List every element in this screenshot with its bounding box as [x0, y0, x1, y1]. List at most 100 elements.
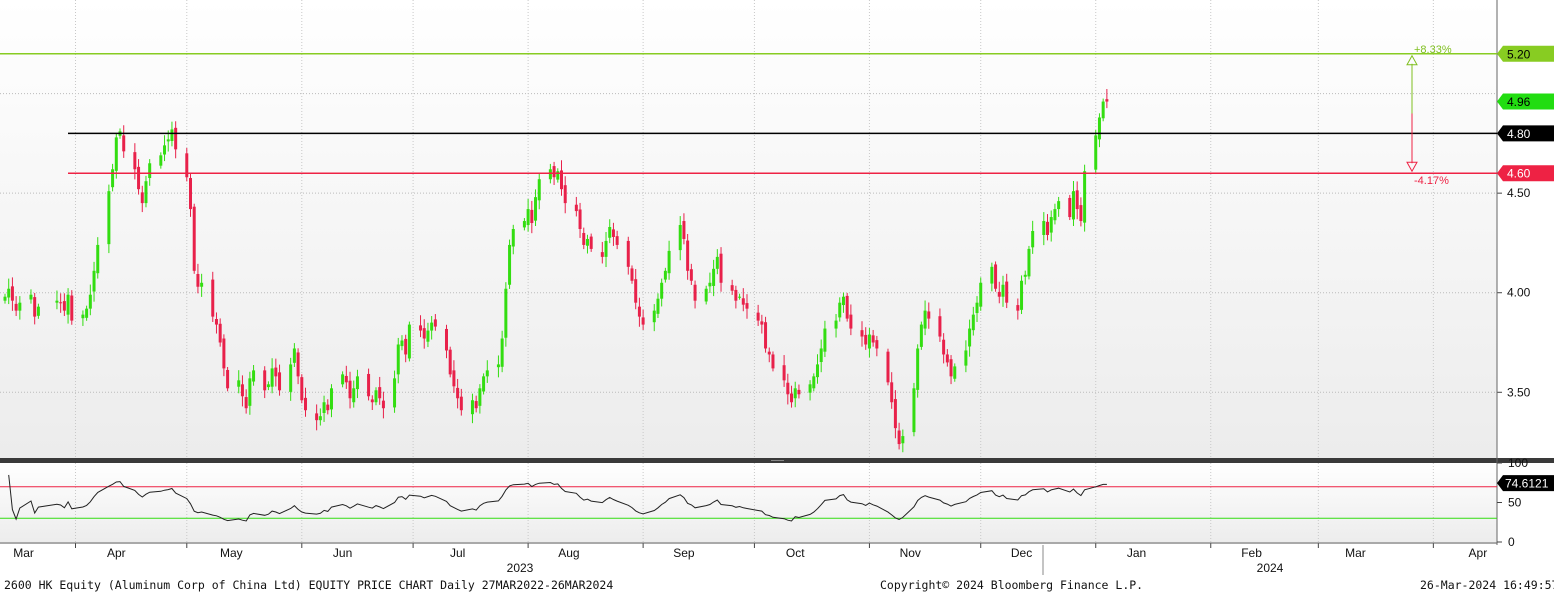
candle: [318, 408, 322, 426]
candle-body: [344, 375, 348, 383]
candle-body: [278, 372, 282, 391]
candle: [114, 133, 118, 179]
candle-body: [270, 368, 274, 387]
candle: [474, 395, 478, 413]
candle-body: [667, 250, 671, 274]
candle-body: [841, 296, 845, 306]
candle: [556, 168, 560, 183]
candle-body: [419, 325, 423, 331]
candle: [522, 218, 526, 231]
candle: [660, 278, 664, 307]
candle: [890, 372, 894, 409]
candle: [1046, 214, 1050, 241]
candle-body: [864, 334, 868, 345]
candle-body: [1031, 230, 1035, 248]
candle: [148, 159, 152, 186]
candle-body: [771, 354, 775, 369]
level-label-5.20: 5.20: [1497, 45, 1554, 62]
candle: [430, 316, 434, 340]
candle: [923, 300, 927, 336]
candle-body: [504, 288, 508, 338]
candle-body: [62, 301, 66, 311]
candle-body: [166, 139, 170, 142]
candle: [574, 196, 578, 217]
candle: [815, 354, 819, 384]
candle-body: [927, 311, 931, 319]
candle-body: [786, 382, 790, 395]
month-tick-label: Nov: [900, 546, 921, 560]
candle: [1075, 181, 1079, 220]
candle: [322, 395, 326, 422]
candle: [864, 327, 868, 350]
candle-body: [537, 179, 541, 201]
candle-body: [1049, 217, 1053, 233]
candle-body: [159, 155, 163, 166]
candle-body: [485, 370, 489, 377]
candle: [812, 373, 816, 392]
candle-body: [192, 206, 196, 271]
candle: [793, 381, 797, 408]
candle-body: [886, 351, 890, 383]
candle-body: [682, 221, 686, 239]
price-panel-background: [0, 0, 1497, 458]
candle: [901, 429, 905, 453]
candle-body: [678, 225, 682, 251]
candle-body: [29, 294, 33, 300]
candle-body: [381, 400, 385, 409]
candle-body: [214, 319, 218, 325]
candle: [500, 330, 504, 373]
candle: [741, 288, 745, 312]
candle-body: [953, 366, 957, 379]
candle-body: [634, 279, 638, 303]
candle: [704, 285, 708, 305]
candle: [663, 267, 667, 283]
candle: [897, 422, 901, 450]
candle: [767, 347, 771, 363]
candle-body: [938, 316, 942, 337]
candle-body: [55, 300, 59, 303]
candle: [33, 292, 37, 325]
candle: [140, 185, 144, 213]
candle: [422, 319, 426, 349]
candle: [945, 349, 949, 367]
candle-body: [218, 323, 222, 343]
candle-body: [563, 185, 567, 204]
candle-body: [511, 229, 515, 247]
candle-body: [712, 268, 716, 286]
candle: [693, 280, 697, 309]
candle-body: [845, 295, 849, 319]
candle-body: [1053, 209, 1057, 221]
candle: [578, 202, 582, 238]
candle-body: [393, 378, 397, 408]
candle: [444, 324, 448, 359]
candle: [1042, 212, 1046, 246]
candle: [378, 376, 382, 405]
candle: [326, 399, 330, 415]
candle-body: [318, 416, 322, 421]
candle: [730, 279, 734, 295]
candle: [252, 365, 256, 386]
candle-body: [745, 303, 749, 309]
price-tick-label: 3.50: [1507, 385, 1531, 399]
candle: [823, 320, 827, 358]
candle-body: [185, 153, 189, 178]
candle-body: [322, 402, 326, 413]
range-annotation-up: +8.33%: [1414, 44, 1452, 56]
candle: [419, 315, 423, 338]
candle-body: [838, 302, 842, 318]
candle-body: [474, 401, 478, 409]
candle: [927, 302, 931, 329]
candle-body: [782, 365, 786, 381]
candle-body: [875, 340, 879, 349]
candle-body: [715, 256, 719, 269]
candle: [860, 321, 864, 347]
price-chart[interactable]: 3.50 4.00 4.50 Mar Apr May Jun Jul Aug Sep Oct Nov D…: [0, 0, 1554, 575]
candle: [585, 234, 589, 254]
candle: [942, 333, 946, 364]
candle: [508, 239, 512, 289]
candle-body: [448, 349, 452, 375]
candle: [968, 319, 972, 357]
month-tick-label: Dec: [1011, 546, 1032, 560]
candle: [237, 370, 241, 394]
candle: [407, 321, 411, 362]
